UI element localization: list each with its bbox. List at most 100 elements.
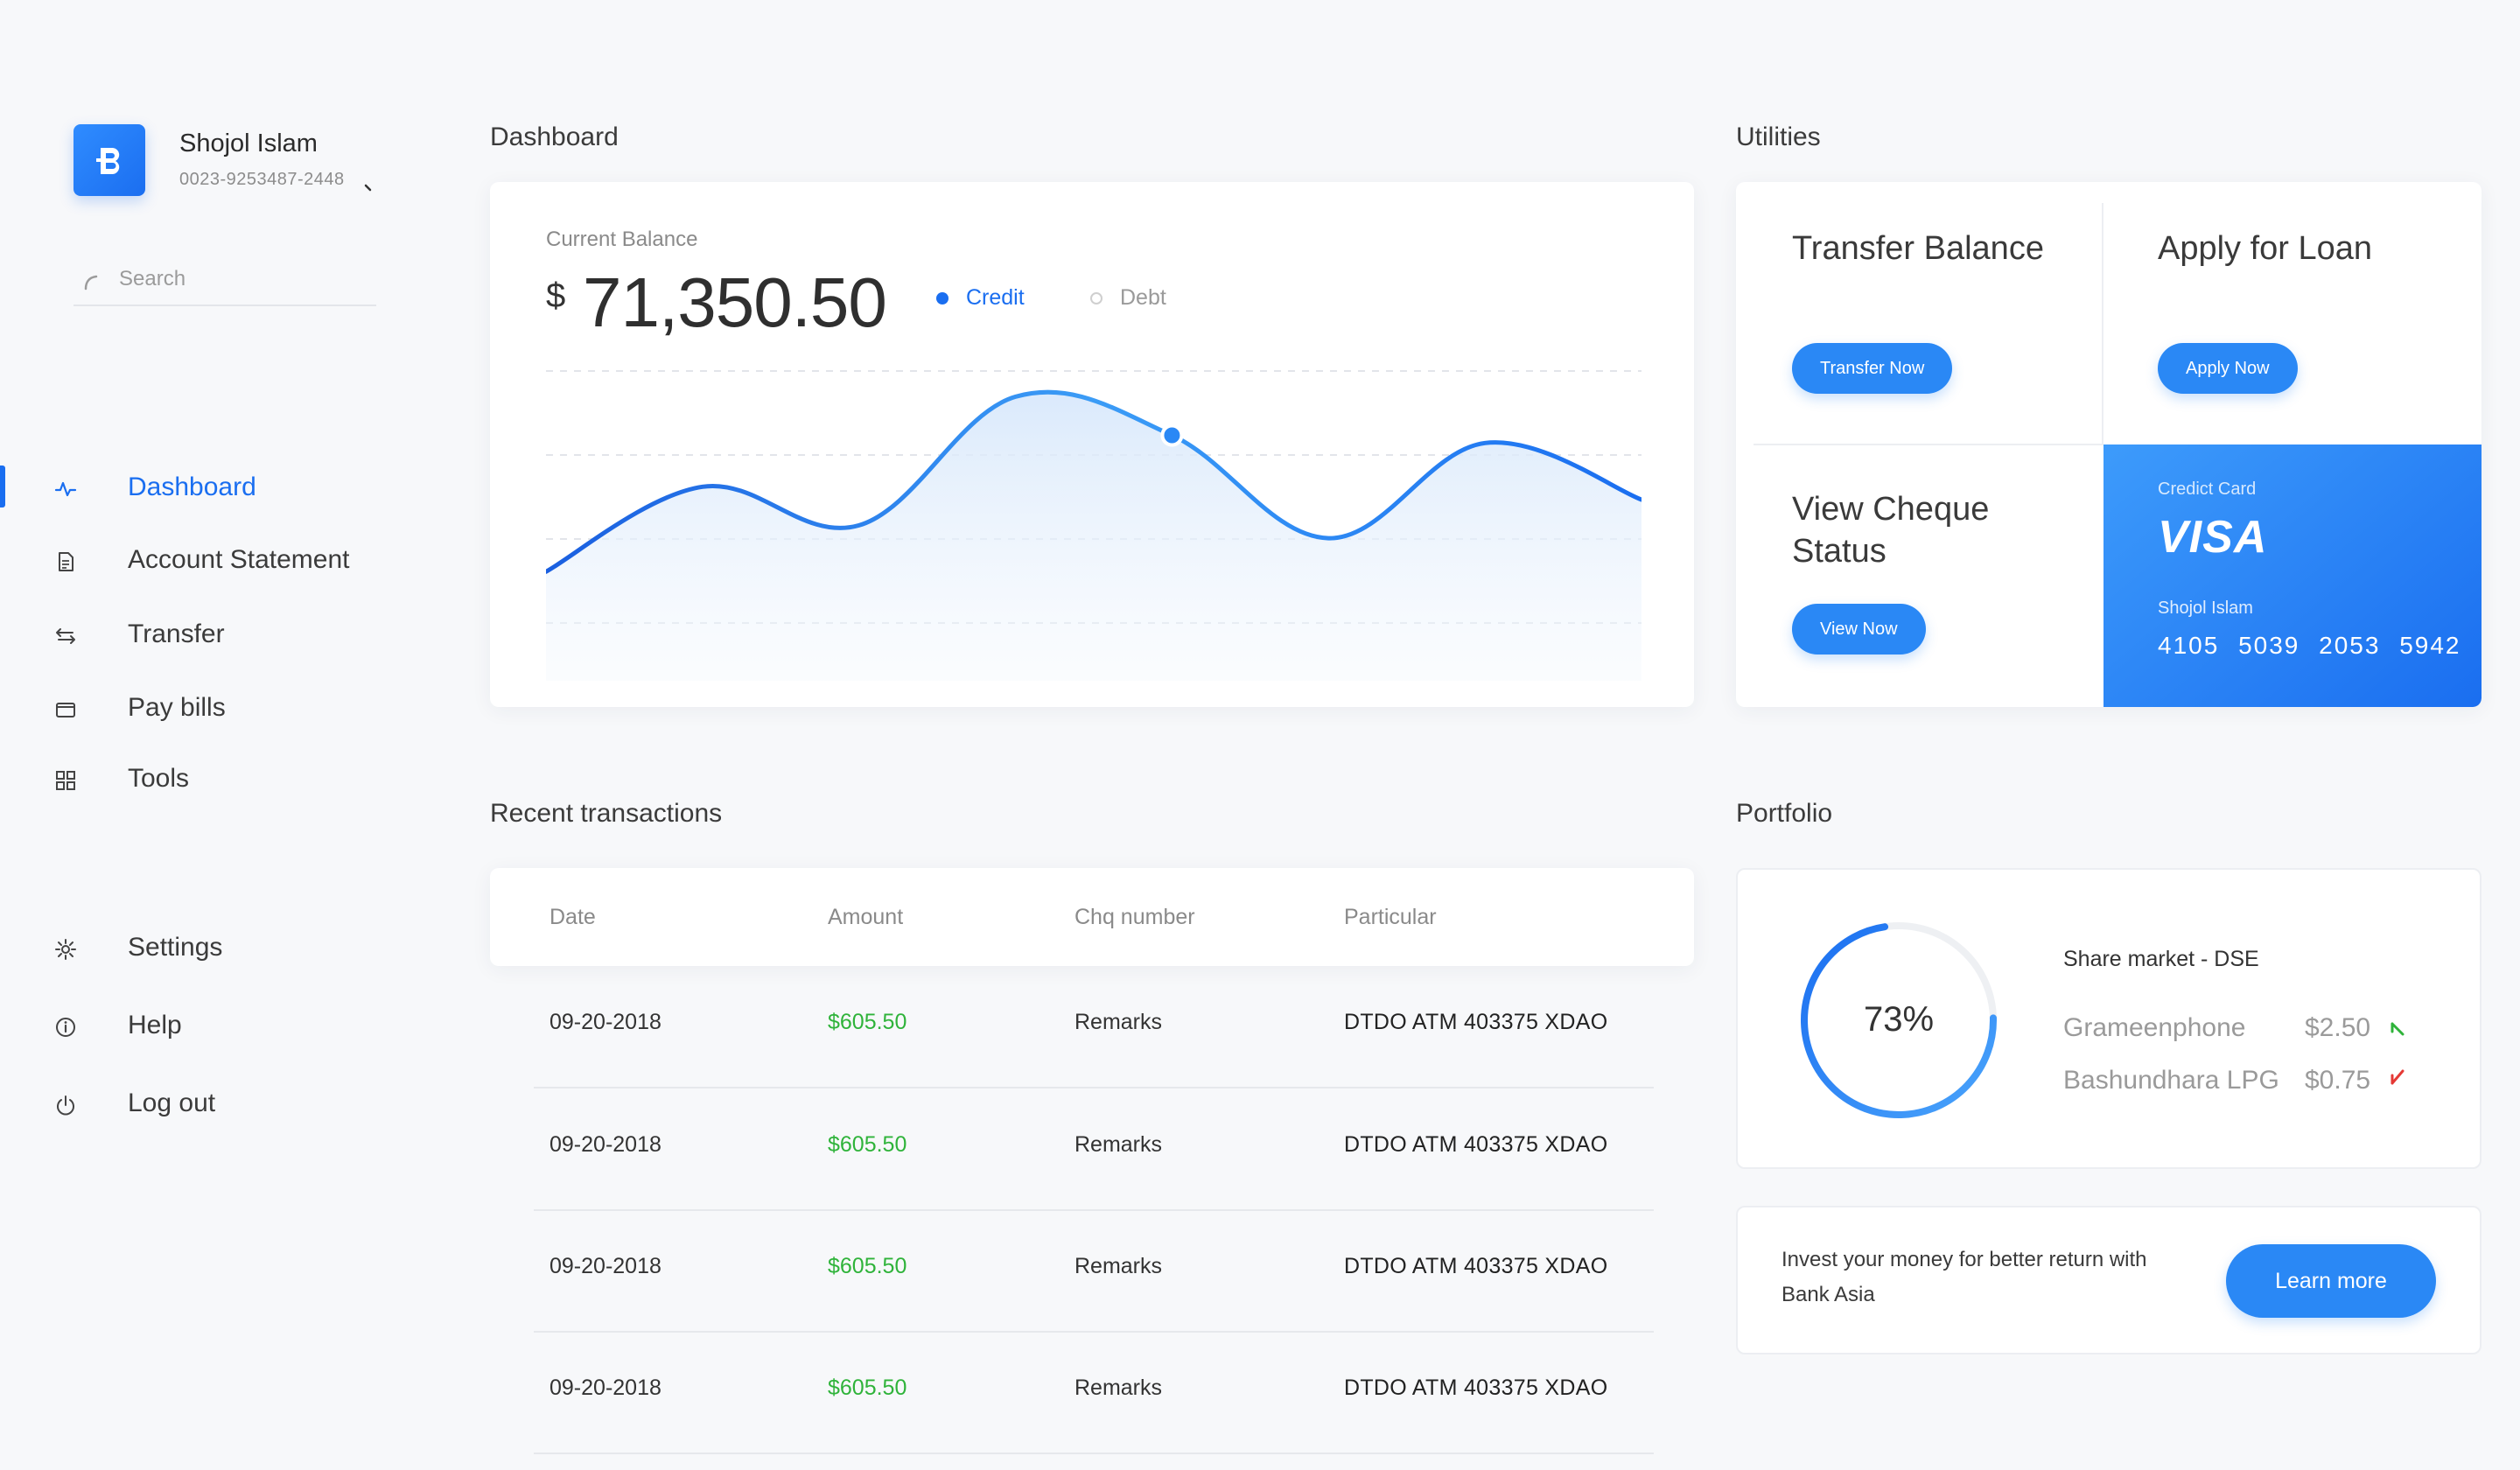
legend-credit-label: Credit [966, 285, 1025, 310]
cell-chq: Remarks [1074, 1010, 1163, 1034]
card-label: Credict Card [2158, 480, 2257, 499]
cell-particular: DTDO ATM 403375 XDAO [1344, 1376, 1608, 1400]
balance-area-chart [546, 370, 1642, 681]
balance-amount: 71,350.50 [583, 263, 887, 341]
credit-dot-icon [936, 291, 948, 304]
legend-debt[interactable]: Debt [1090, 285, 1166, 311]
wallet-icon [56, 703, 75, 718]
cell-date: 09-20-2018 [550, 1132, 662, 1157]
nav-transfer[interactable]: Transfer [0, 604, 411, 665]
cell-chq: Remarks [1074, 1376, 1163, 1400]
debt-dot-icon [1090, 291, 1102, 304]
nav-help[interactable]: Help [0, 995, 411, 1056]
nav-logout-label: Log out [128, 1088, 216, 1117]
cell-chq: Remarks [1074, 1254, 1163, 1278]
card-number: 4105 5039 2053 5942 [2158, 632, 2461, 659]
activity-icon [54, 481, 77, 497]
utilities-card: Transfer Balance Transfer Now Apply for … [1736, 182, 2482, 707]
cell-particular: DTDO ATM 403375 XDAO [1344, 1010, 1608, 1034]
portfolio-percent: 73% [1864, 1000, 1934, 1039]
document-icon [59, 552, 74, 571]
cell-particular: DTDO ATM 403375 XDAO [1344, 1132, 1608, 1157]
table-row[interactable]: 09-20-2018 $605.50 Remarks DTDO ATM 4033… [534, 1088, 1654, 1211]
card-brand: VISA [2158, 512, 2268, 563]
credit-area-fill [546, 392, 1642, 681]
bank-b-icon [96, 148, 120, 174]
cheque-status-title: View Cheque Status [1792, 491, 1990, 570]
table-row[interactable]: 09-20-2018 $605.50 Remarks DTDO ATM 4033… [534, 966, 1654, 1088]
col-chq-number[interactable]: Chq number [1074, 905, 1195, 929]
dashboard-title: Dashboard [490, 122, 619, 151]
cell-date: 09-20-2018 [550, 1376, 662, 1400]
portfolio-title: Portfolio [1736, 799, 1833, 828]
card-holder: Shojol Islam [2158, 598, 2253, 618]
stock-price: $2.50 [2305, 1013, 2371, 1042]
cell-amount: $605.50 [828, 1376, 907, 1400]
account-number: 0023-9253487-2448 [179, 170, 345, 189]
divider-vertical [2102, 203, 2104, 444]
stock-name: Grameenphone [2063, 1013, 2246, 1042]
apply-now-button[interactable]: Apply Now [2158, 343, 2298, 394]
search-icon [84, 275, 98, 290]
cell-amount: $605.50 [828, 1132, 907, 1157]
nav-logout[interactable]: Log out [0, 1073, 411, 1134]
invest-message: Invest your money for better return with… [1782, 1248, 2147, 1306]
bank-logo [74, 124, 145, 196]
cell-particular: DTDO ATM 403375 XDAO [1344, 1254, 1608, 1278]
learn-more-button[interactable]: Learn more [2226, 1244, 2436, 1318]
nav-help-label: Help [128, 1011, 182, 1040]
invest-card: Invest your money for better return with… [1736, 1206, 2482, 1354]
search-input[interactable] [119, 264, 364, 294]
info-icon [56, 1018, 75, 1037]
account-dropdown-icon[interactable] [364, 178, 376, 197]
stock-price: $0.75 [2305, 1066, 2371, 1095]
cell-date: 09-20-2018 [550, 1010, 662, 1034]
currency-symbol: $ [546, 276, 566, 315]
nav-tools[interactable]: Tools [0, 748, 411, 809]
nav-dashboard[interactable]: Dashboard [0, 457, 411, 518]
balance-label: Current Balance [546, 228, 698, 251]
transfer-balance-title: Transfer Balance [1792, 230, 2044, 267]
credit-card[interactable]: Credict Card VISA Shojol Islam 4105 5039… [2104, 444, 2482, 707]
table-row[interactable]: 09-20-2018 $605.50 Remarks DTDO ATM 4033… [534, 1210, 1654, 1333]
power-icon [57, 1096, 74, 1116]
stock-name: Bashundhara LPG [2063, 1066, 2279, 1095]
utilities-title: Utilities [1736, 122, 1821, 151]
nav-tools-label: Tools [128, 764, 190, 793]
nav-account-statement[interactable]: Account Statement [0, 529, 411, 591]
search-bar[interactable] [74, 257, 376, 306]
transfer-arrows-icon [56, 628, 75, 644]
trend-down-icon [2390, 1069, 2404, 1085]
nav-account-statement-label: Account Statement [128, 545, 350, 574]
user-name: Shojol Islam [179, 130, 318, 158]
share-market-title: Share market - DSE [2063, 947, 2259, 971]
nav-settings-label: Settings [128, 933, 223, 962]
apply-loan-title: Apply for Loan [2158, 230, 2373, 267]
col-amount[interactable]: Amount [828, 905, 904, 929]
cell-date: 09-20-2018 [550, 1254, 662, 1278]
cell-amount: $605.50 [828, 1254, 907, 1278]
transactions-title: Recent transactions [490, 799, 723, 828]
portfolio-progress-ring: 73% [1801, 922, 1997, 1118]
nav-pay-bills-label: Pay bills [128, 693, 226, 722]
transactions-header: Date Amount Chq number Particular [490, 868, 1694, 966]
nav-pay-bills[interactable]: Pay bills [0, 677, 411, 738]
col-date[interactable]: Date [550, 905, 596, 929]
portfolio-card: 73% Share market - DSE Grameenphone $2.5… [1736, 868, 2482, 1169]
gear-icon [55, 939, 76, 960]
table-row[interactable]: 09-20-2018 $605.50 Remarks DTDO ATM 4033… [534, 1332, 1654, 1454]
nav-transfer-label: Transfer [128, 620, 225, 648]
nav-settings[interactable]: Settings [0, 917, 411, 978]
legend-debt-label: Debt [1120, 285, 1166, 310]
col-particular[interactable]: Particular [1344, 905, 1437, 929]
grid-icon [56, 771, 75, 790]
divider-horizontal [1754, 444, 2104, 445]
active-nav-indicator [0, 466, 5, 508]
legend-credit[interactable]: Credit [936, 285, 1025, 311]
transfer-now-button[interactable]: Transfer Now [1792, 343, 1953, 394]
credit-series-line [546, 389, 1642, 574]
chart-highlight-point[interactable] [1160, 424, 1184, 447]
view-now-button[interactable]: View Now [1792, 604, 1926, 654]
nav-dashboard-label: Dashboard [128, 472, 256, 501]
trend-up-icon [2390, 1022, 2404, 1036]
